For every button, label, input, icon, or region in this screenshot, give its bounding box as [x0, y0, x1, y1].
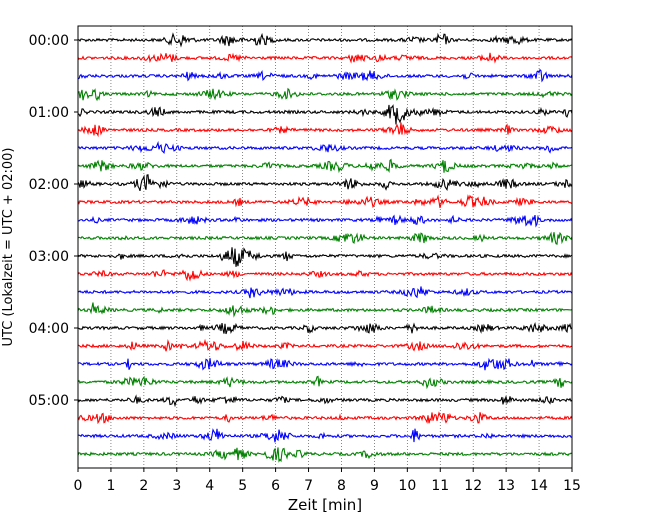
trace-row-19 — [77, 375, 573, 390]
plot-frame — [77, 25, 573, 469]
trace-row-8 — [77, 174, 573, 192]
trace-row-1 — [77, 52, 573, 64]
x-tick-label: 11 — [431, 478, 449, 494]
y-axis-label: UTC (Lokalzeit = UTC + 02:00) — [1, 148, 16, 347]
trace-row-9 — [77, 194, 573, 209]
trace-row-3 — [77, 87, 573, 102]
x-tick-label: 12 — [464, 478, 482, 494]
trace-row-21 — [77, 411, 573, 425]
x-tick-label: 15 — [563, 478, 581, 494]
trace-row-4 — [77, 104, 573, 125]
trace-row-20 — [77, 394, 573, 408]
trace-row-10 — [77, 214, 573, 228]
trace-row-23 — [77, 447, 573, 463]
x-tick-label: 4 — [205, 478, 214, 494]
trace-row-13 — [77, 269, 573, 282]
trace-row-15 — [77, 302, 573, 318]
trace-row-14 — [77, 286, 573, 299]
y-tick-label: 01:00 — [29, 105, 69, 121]
trace-row-17 — [77, 338, 573, 352]
trace-rows — [77, 32, 573, 463]
x-tick-label: 1 — [106, 478, 115, 494]
y-tick-label: 03:00 — [29, 249, 69, 265]
x-axis-ticks: 0 1 2 3 4 5 6 7 8 9 10 11 12 13 14 15 — [74, 468, 581, 494]
trace-row-5 — [77, 122, 573, 138]
y-tick-label: 00:00 — [29, 33, 69, 49]
x-tick-label: 3 — [172, 478, 181, 494]
y-tick-label: 04:00 — [29, 321, 69, 337]
x-tick-label: 2 — [139, 478, 148, 494]
trace-row-7 — [77, 158, 573, 174]
trace-row-22 — [77, 428, 573, 443]
x-tick-label: 7 — [304, 478, 313, 494]
trace-row-2 — [77, 68, 573, 83]
trace-row-0 — [77, 32, 573, 48]
x-tick-label: 13 — [497, 478, 515, 494]
x-axis-label: Zeit [min] — [288, 496, 362, 514]
trace-row-6 — [77, 140, 573, 155]
trace-row-18 — [77, 357, 573, 371]
x-tick-label: 5 — [238, 478, 247, 494]
x-tick-label: 8 — [337, 478, 346, 494]
trace-row-16 — [77, 322, 573, 335]
y-tick-label: 05:00 — [29, 393, 69, 409]
x-tick-label: 10 — [398, 478, 416, 494]
y-tick-label: 02:00 — [29, 177, 69, 193]
y-axis-ticks: 00:00 01:00 02:00 03:00 04:00 05:00 — [29, 33, 78, 409]
trace-row-12 — [77, 247, 573, 267]
trace-row-11 — [77, 231, 573, 245]
x-tick-label: 0 — [74, 478, 83, 494]
x-tick-label: 9 — [370, 478, 379, 494]
x-tick-label: 6 — [271, 478, 280, 494]
x-tick-label: 14 — [530, 478, 548, 494]
